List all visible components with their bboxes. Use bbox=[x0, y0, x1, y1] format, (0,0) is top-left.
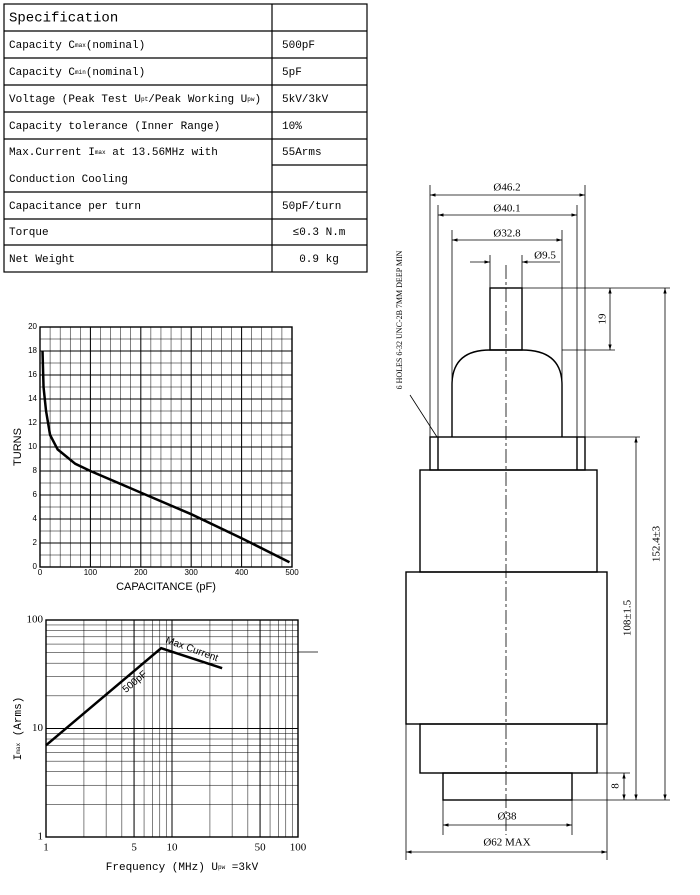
x-axis-label-part: Frequency (MHz) U bbox=[106, 862, 218, 874]
y-axis-label: TURNS bbox=[12, 428, 24, 466]
row-label-part: max bbox=[75, 42, 86, 49]
row-value: 10% bbox=[282, 121, 302, 133]
x-tick-label: 50 bbox=[255, 842, 267, 854]
row-label-part: Voltage (Peak Test U bbox=[9, 94, 141, 106]
y-axis-label-part: I bbox=[13, 754, 25, 761]
table-title: Specification bbox=[9, 11, 118, 27]
x-axis-label: CAPACITANCE (pF) bbox=[116, 581, 216, 593]
row-label: Conduction Cooling bbox=[9, 174, 128, 186]
data-line bbox=[41, 350, 291, 564]
row-label-part: pt bbox=[141, 96, 148, 103]
x-tick-label: 5 bbox=[131, 842, 137, 854]
row-value: 55Arms bbox=[282, 147, 322, 159]
x-tick-label: 300 bbox=[185, 568, 199, 577]
row-value: 5pF bbox=[282, 67, 302, 79]
row-label-part: Max.Current I bbox=[9, 147, 95, 159]
x-tick-label: 10 bbox=[167, 842, 179, 854]
row-label-part: at 13.56MHz with bbox=[106, 147, 218, 159]
row-label-part: pw bbox=[247, 96, 255, 103]
row-label-part: max bbox=[95, 149, 106, 156]
y-tick-label: 8 bbox=[33, 466, 38, 475]
row-value: 50pF/turn bbox=[282, 201, 341, 213]
y-tick-label: 2 bbox=[33, 538, 38, 547]
y-tick-label: 18 bbox=[28, 346, 37, 355]
y-tick-label: 12 bbox=[28, 418, 37, 427]
x-tick-label: 100 bbox=[290, 842, 307, 854]
row-label-part: Capacitance per turn bbox=[9, 201, 141, 213]
row-label: Capacity tolerance (Inner Range) bbox=[9, 121, 220, 133]
row-label: Capacity Cmin(nominal) bbox=[9, 67, 145, 79]
row-value: ≤0.3 N.m bbox=[293, 227, 346, 239]
row-label-part: min bbox=[75, 69, 86, 76]
data-line bbox=[45, 646, 223, 747]
x-tick-label: 0 bbox=[38, 568, 43, 577]
x-axis-label-part: =3kV bbox=[225, 862, 258, 874]
plot-frame bbox=[45, 619, 299, 838]
y-axis-label-part: max bbox=[15, 743, 22, 754]
row-label-part: (nominal) bbox=[86, 40, 145, 52]
x-axis-label-part: pw bbox=[218, 864, 226, 871]
capacitor-drawing bbox=[405, 265, 608, 835]
y-tick-label: 1 bbox=[38, 831, 44, 843]
row-label-part: Capacity tolerance (Inner Range) bbox=[9, 121, 220, 133]
dimension-label: 108±1.5 bbox=[622, 599, 634, 636]
hole-spec: 6 HOLES 6-32 UNC-2B 7MM DEEP MIN bbox=[395, 250, 404, 389]
row-label-part: Conduction Cooling bbox=[9, 174, 128, 186]
y-tick-label: 4 bbox=[33, 514, 38, 523]
row-value: 500pF bbox=[282, 40, 315, 52]
x-tick-label: 100 bbox=[84, 568, 98, 577]
row-label-part: Capacity C bbox=[9, 40, 75, 52]
row-label-part: ) bbox=[254, 94, 261, 106]
spec-table bbox=[3, 3, 368, 273]
row-value: 0.9 kg bbox=[299, 254, 339, 266]
x-axis-label: Frequency (MHz) Upw =3kV bbox=[106, 862, 259, 874]
row-label: Voltage (Peak Test Upt/Peak Working Upw) bbox=[9, 94, 261, 106]
y-tick-label: 100 bbox=[27, 614, 44, 626]
y-tick-label: 0 bbox=[33, 562, 38, 571]
y-axis-label-part: (Arms) bbox=[13, 697, 25, 743]
row-label: Net Weight bbox=[9, 254, 75, 266]
dimension-label: Ø40.1 bbox=[493, 203, 520, 215]
dimension-label: Ø9.5 bbox=[534, 250, 556, 262]
row-label: Capacity Cmax(nominal) bbox=[9, 40, 145, 52]
dimension-lines bbox=[405, 185, 670, 860]
row-label: Torque bbox=[9, 227, 49, 239]
y-tick-label: 16 bbox=[28, 370, 37, 379]
dimension-label: 19 bbox=[597, 313, 609, 325]
dimension-label: Ø38 bbox=[498, 811, 517, 823]
row-label-part: Capacity C bbox=[9, 67, 75, 79]
x-tick-label: 1 bbox=[43, 842, 49, 854]
dimension-label: 8 bbox=[610, 783, 622, 789]
dimension-label: Ø62 MAX bbox=[483, 837, 530, 849]
row-label-part: Torque bbox=[9, 227, 49, 239]
y-tick-label: 20 bbox=[28, 322, 37, 331]
row-value: 5kV/3kV bbox=[282, 94, 329, 106]
row-label-part: /Peak Working U bbox=[148, 94, 247, 106]
dimension-label: Ø32.8 bbox=[493, 228, 521, 240]
dimension-label: Ø46.2 bbox=[493, 182, 520, 194]
row-label: Capacitance per turn bbox=[9, 201, 141, 213]
annotation: 500pF bbox=[121, 669, 150, 696]
row-label: Max.Current Imax at 13.56MHz with bbox=[9, 147, 218, 159]
y-tick-label: 14 bbox=[28, 394, 37, 403]
y-tick-label: 10 bbox=[32, 722, 44, 734]
x-tick-label: 200 bbox=[134, 568, 148, 577]
plot-frame bbox=[39, 326, 293, 568]
row-label-part: Net Weight bbox=[9, 254, 75, 266]
row-label-part: (nominal) bbox=[86, 67, 145, 79]
y-axis-label: Imax (Arms) bbox=[13, 697, 25, 761]
dimension-label: 152.4±3 bbox=[651, 525, 663, 562]
x-tick-label: 500 bbox=[285, 568, 299, 577]
y-tick-label: 10 bbox=[28, 442, 37, 451]
x-tick-label: 400 bbox=[235, 568, 249, 577]
y-tick-label: 6 bbox=[33, 490, 38, 499]
